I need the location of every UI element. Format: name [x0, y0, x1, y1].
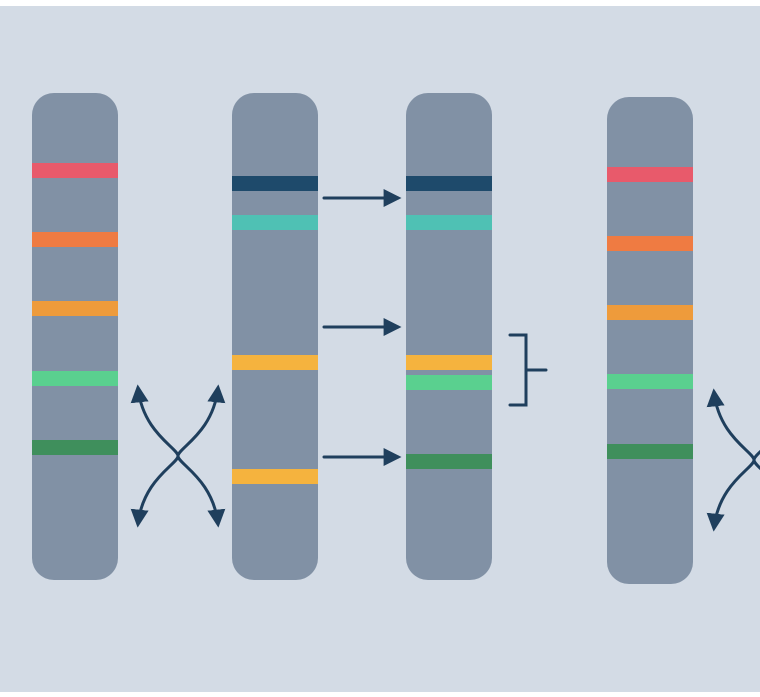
band-orange [32, 301, 118, 316]
crossover-arrows-right [706, 388, 760, 532]
band-navy [232, 176, 318, 191]
band-teal [406, 215, 492, 230]
band-dark-green [32, 440, 118, 455]
grouping-bracket [508, 333, 548, 407]
band-light-green [406, 375, 492, 390]
chromosome-body [232, 93, 318, 580]
band-red [607, 167, 693, 182]
crossover-curve-b [130, 384, 226, 528]
band-orange-red [607, 236, 693, 251]
band-light-green [32, 371, 118, 386]
chromosome-body [32, 93, 118, 580]
band-teal [232, 215, 318, 230]
band-orange [607, 305, 693, 320]
chromosome-body [406, 93, 492, 580]
band-yellow-upper [232, 355, 318, 370]
crossover-arrows-left [130, 384, 226, 528]
band-light-green [607, 374, 693, 389]
chromosome-4 [607, 97, 693, 584]
chromosome-body [607, 97, 693, 584]
chromosome-1 [32, 93, 118, 580]
chromosome-2 [232, 93, 318, 580]
band-red [32, 163, 118, 178]
band-orange-red [32, 232, 118, 247]
crossover-curve-b [706, 388, 760, 532]
chromosome-3 [406, 93, 492, 580]
band-dark-green [607, 444, 693, 459]
band-yellow [406, 355, 492, 370]
band-yellow-lower [232, 469, 318, 484]
band-navy [406, 176, 492, 191]
band-dark-green [406, 454, 492, 469]
